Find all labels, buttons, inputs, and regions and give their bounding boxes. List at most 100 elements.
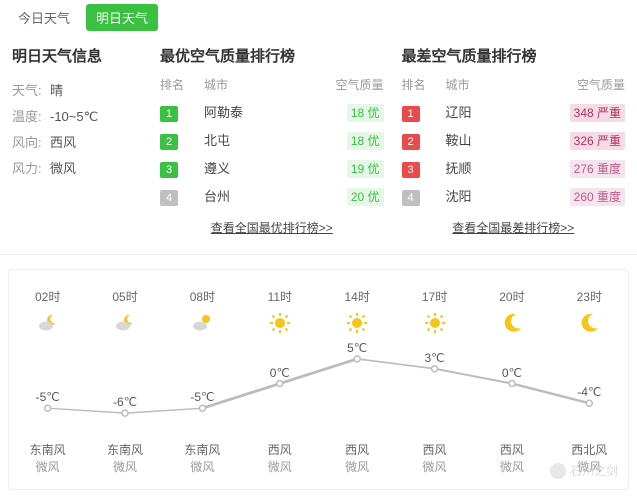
rank-city: 阿勒泰 bbox=[204, 99, 310, 127]
rank-badge: 3 bbox=[402, 162, 420, 178]
hour-cell: 02时 bbox=[9, 288, 86, 339]
watermark-text: 石州之剑 bbox=[570, 462, 618, 479]
rank-row: 4 沈阳 260 重度 bbox=[402, 183, 626, 211]
hour-time: 02时 bbox=[9, 288, 86, 305]
wind-strength: 微风 bbox=[319, 458, 396, 475]
info-label: 风向: bbox=[12, 130, 50, 156]
info-value: 西风 bbox=[50, 130, 76, 156]
top-section: 明日天气信息 天气:晴温度:-10~5℃风向:西风风力:微风 最优空气质量排行榜… bbox=[0, 35, 637, 255]
hour-cell-wind: 东南风 微风 bbox=[86, 435, 163, 475]
wind-strength: 微风 bbox=[86, 458, 163, 475]
rank-city: 抚顺 bbox=[446, 155, 552, 183]
rank-worst: 最差空气质量排行榜 排名城市空气质量 1 辽阳 348 严重2 鞍山 326 严… bbox=[384, 45, 626, 236]
temp-label: -5℃ bbox=[36, 390, 60, 404]
hour-cell-wind: 东南风 微风 bbox=[9, 435, 86, 475]
info-row: 风力:微风 bbox=[12, 156, 142, 182]
hourly-forecast: 02时 05时 08时 11时 14时 17时 20时 23时 -5℃-6℃-5… bbox=[8, 269, 629, 490]
weather-icon bbox=[86, 311, 163, 335]
weather-icon bbox=[164, 311, 241, 335]
wind-direction: 东南风 bbox=[9, 441, 86, 458]
weather-icon bbox=[473, 311, 550, 335]
hour-cell-wind: 西风 微风 bbox=[473, 435, 550, 475]
hour-cell-wind: 东南风 微风 bbox=[164, 435, 241, 475]
rank-badge: 2 bbox=[160, 134, 178, 150]
hour-time: 23时 bbox=[551, 288, 628, 305]
rank-row: 2 鞍山 326 严重 bbox=[402, 127, 626, 155]
temp-chart: -5℃-6℃-5℃0℃5℃3℃0℃-4℃ bbox=[9, 349, 628, 423]
info-value: -10~5℃ bbox=[50, 104, 98, 130]
rank-badge: 4 bbox=[402, 190, 420, 206]
wind-strength: 微风 bbox=[164, 458, 241, 475]
hour-time: 08时 bbox=[164, 288, 241, 305]
rank-row: 4 台州 20 优 bbox=[160, 183, 384, 211]
rank-city: 鞍山 bbox=[446, 127, 552, 155]
rank-badge: 1 bbox=[402, 106, 420, 122]
rank-city: 沈阳 bbox=[446, 183, 552, 211]
wind-direction: 西风 bbox=[396, 441, 473, 458]
tab-today[interactable]: 今日天气 bbox=[8, 4, 80, 31]
watermark: 石州之剑 bbox=[550, 462, 618, 479]
hour-time: 17时 bbox=[396, 288, 473, 305]
temp-label: -5℃ bbox=[190, 390, 214, 404]
aqi-badge: 326 严重 bbox=[570, 132, 625, 150]
info-label: 天气: bbox=[12, 78, 50, 104]
wind-direction: 西风 bbox=[319, 441, 396, 458]
wind-direction: 东南风 bbox=[164, 441, 241, 458]
aqi-badge: 348 严重 bbox=[570, 104, 625, 122]
hour-cell: 17时 bbox=[396, 288, 473, 339]
weather-icon bbox=[396, 311, 473, 335]
wind-strength: 微风 bbox=[241, 458, 318, 475]
info-label: 风力: bbox=[12, 156, 50, 182]
hour-cell-wind: 西风 微风 bbox=[319, 435, 396, 475]
info-label: 温度: bbox=[12, 104, 50, 130]
info-value: 微风 bbox=[50, 156, 76, 182]
rank-worst-title: 最差空气质量排行榜 bbox=[402, 45, 626, 66]
rank-city: 台州 bbox=[204, 183, 310, 211]
hour-cell-wind: 西风 微风 bbox=[241, 435, 318, 475]
temp-label: 5℃ bbox=[347, 341, 367, 355]
hour-time: 14时 bbox=[319, 288, 396, 305]
rank-best-more-link[interactable]: 查看全国最优排行榜>> bbox=[160, 219, 384, 236]
aqi-badge: 260 重度 bbox=[570, 188, 625, 206]
wind-direction: 西北风 bbox=[551, 441, 628, 458]
rank-row: 3 遵义 19 优 bbox=[160, 155, 384, 183]
temp-label: -4℃ bbox=[577, 385, 601, 399]
rank-row: 2 北屯 18 优 bbox=[160, 127, 384, 155]
hour-cell: 14时 bbox=[319, 288, 396, 339]
info-value: 晴 bbox=[50, 78, 63, 104]
rank-badge: 1 bbox=[160, 106, 178, 122]
hour-cell: 23时 bbox=[551, 288, 628, 339]
rank-row: 1 辽阳 348 严重 bbox=[402, 99, 626, 127]
temp-label: 0℃ bbox=[270, 366, 290, 380]
rank-worst-more-link[interactable]: 查看全国最差排行榜>> bbox=[402, 219, 626, 236]
hour-cell-wind: 西风 微风 bbox=[396, 435, 473, 475]
hour-time: 05时 bbox=[86, 288, 163, 305]
aqi-badge: 20 优 bbox=[347, 188, 384, 206]
weather-info: 明日天气信息 天气:晴温度:-10~5℃风向:西风风力:微风 bbox=[12, 45, 142, 236]
weather-tabs: 今日天气 明日天气 bbox=[0, 0, 637, 35]
weather-icon bbox=[551, 311, 628, 335]
weather-icon bbox=[9, 311, 86, 335]
rank-row: 1 阿勒泰 18 优 bbox=[160, 99, 384, 127]
info-row: 风向:西风 bbox=[12, 130, 142, 156]
tab-tomorrow[interactable]: 明日天气 bbox=[86, 4, 158, 31]
rank-city: 辽阳 bbox=[446, 99, 552, 127]
temp-label: 3℃ bbox=[424, 351, 444, 365]
weather-icon bbox=[319, 311, 396, 335]
wind-strength: 微风 bbox=[473, 458, 550, 475]
rank-worst-head: 排名城市空气质量 bbox=[402, 76, 626, 93]
wind-direction: 西风 bbox=[241, 441, 318, 458]
rank-best-head: 排名城市空气质量 bbox=[160, 76, 384, 93]
hour-cell: 11时 bbox=[241, 288, 318, 339]
rank-badge: 3 bbox=[160, 162, 178, 178]
wind-strength: 微风 bbox=[9, 458, 86, 475]
weather-icon bbox=[241, 311, 318, 335]
hour-time: 20时 bbox=[473, 288, 550, 305]
wind-direction: 东南风 bbox=[86, 441, 163, 458]
hour-cell: 05时 bbox=[86, 288, 163, 339]
aqi-badge: 18 优 bbox=[347, 132, 384, 150]
rank-row: 3 抚顺 276 重度 bbox=[402, 155, 626, 183]
hour-cell: 20时 bbox=[473, 288, 550, 339]
rank-best-title: 最优空气质量排行榜 bbox=[160, 45, 384, 66]
wind-strength: 微风 bbox=[396, 458, 473, 475]
